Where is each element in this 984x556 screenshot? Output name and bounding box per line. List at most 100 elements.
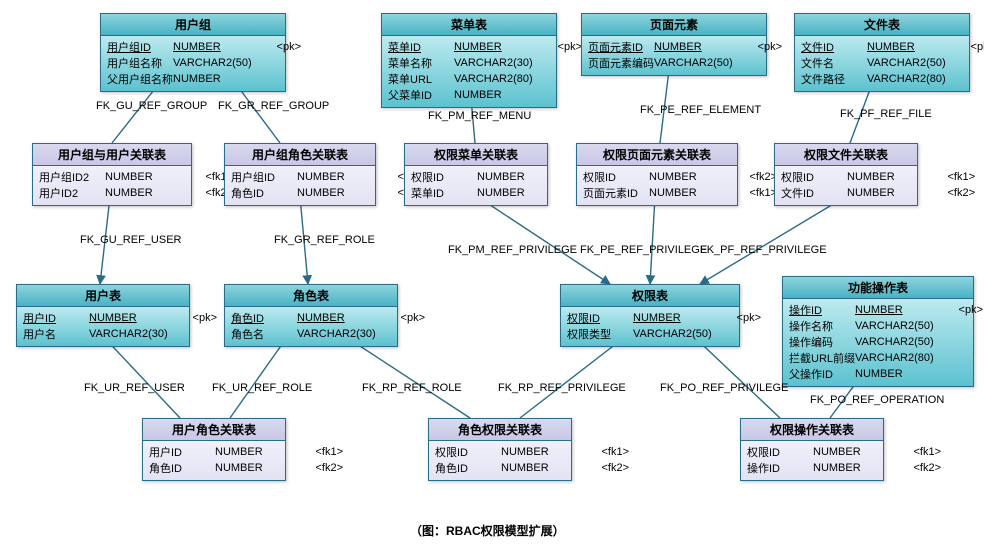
entity-body: 文件IDNUMBER<pk>文件名VARCHAR2(50)文件路径VARCHAR… [795, 36, 969, 91]
edge-label: FK_PE_REF_PRIVILEGE [580, 244, 707, 256]
column-name: 用户ID [23, 310, 83, 326]
column-type: NUMBER [173, 73, 263, 85]
column-row: 用户组名称VARCHAR2(50) [107, 55, 279, 71]
column-type: NUMBER [454, 89, 544, 101]
column-row: 用户组IDNUMBER<pk> [107, 39, 279, 55]
column-row: 父用户组名称NUMBER [107, 71, 279, 87]
column-type: VARCHAR2(30) [454, 57, 544, 69]
column-row: 页面元素编码 VARCHAR2(50) [588, 55, 760, 71]
column-row: 菜单名称VARCHAR2(30) [388, 55, 550, 71]
edge-label: FK_UR_REF_USER [84, 382, 185, 394]
column-type: VARCHAR2(50) [855, 336, 945, 348]
edge-label: FK_PE_REF_ELEMENT [640, 104, 761, 116]
entity-body: 用户IDNUMBER<pk>用户名VARCHAR2(30) [17, 307, 189, 346]
column-row: 操作编码 VARCHAR2(50) [789, 334, 967, 350]
column-row: 页面元素IDNUMBER<fk1> [583, 185, 731, 201]
column-row: 操作IDNUMBER<pk> [789, 302, 967, 318]
column-key: <pk> [185, 312, 217, 324]
entity-title: 权限文件关联表 [775, 144, 917, 166]
entity-body: 角色IDNUMBER<pk>角色名VARCHAR2(30) [225, 307, 397, 346]
column-name: 用户组ID [107, 39, 167, 55]
column-type: NUMBER [867, 41, 957, 53]
entity-body: 页面元素IDNUMBER<pk>页面元素编码VARCHAR2(50) [582, 36, 766, 75]
column-row: 文件IDNUMBER<fk2> [781, 185, 911, 201]
entity-gu: 用户组与用户关联表用户组ID2NUMBER<fk1>用户ID2NUMBER<fk… [32, 143, 192, 206]
column-key: <fk1> [745, 187, 777, 199]
edge-label: FK_GU_REF_USER [80, 234, 181, 246]
column-type: NUMBER [454, 41, 544, 53]
column-row: 用户IDNUMBER<fk1> [149, 444, 279, 460]
column-name: 页面元素ID [588, 39, 648, 55]
column-name: 用户ID2 [39, 185, 99, 201]
entity-title: 用户组与用户关联表 [33, 144, 191, 166]
column-name: 父操作ID [789, 366, 849, 382]
column-type: NUMBER [654, 41, 744, 53]
entity-title: 权限页面元素关联表 [577, 144, 737, 166]
entity-body: 菜单IDNUMBER<pk>菜单名称VARCHAR2(30)菜单URLVARCH… [382, 36, 556, 107]
column-row: 父菜单IDNUMBER [388, 87, 550, 103]
entity-body: 权限IDNUMBER<fk1>文件IDNUMBER<fk2> [775, 166, 917, 205]
entity-body: 权限IDNUMBER<fk2>菜单IDNUMBER<fk1> [405, 166, 547, 205]
column-key: <fk1> [597, 446, 629, 458]
entity-role: 角色表角色IDNUMBER<pk>角色名VARCHAR2(30) [224, 284, 398, 347]
column-type: NUMBER [173, 41, 263, 53]
column-type: NUMBER [501, 462, 591, 474]
entity-po: 权限操作关联表权限IDNUMBER<fk1>操作IDNUMBER<fk2> [740, 418, 884, 481]
column-name: 页面元素编码 [588, 55, 648, 71]
entity-title: 页面元素 [582, 14, 766, 36]
entity-title: 权限表 [561, 285, 739, 307]
column-name: 角色名 [231, 326, 291, 342]
entity-menu: 菜单表菜单IDNUMBER<pk>菜单名称VARCHAR2(30)菜单URLVA… [381, 13, 557, 108]
entity-file: 文件表文件IDNUMBER<pk>文件名VARCHAR2(50)文件路径VARC… [794, 13, 970, 92]
column-type: NUMBER [297, 312, 387, 324]
column-key: <fk1> [311, 446, 343, 458]
column-type: VARCHAR2(50) [855, 320, 945, 332]
column-type: NUMBER [847, 187, 937, 199]
entity-user: 用户表用户IDNUMBER<pk>用户名VARCHAR2(30) [16, 284, 190, 347]
column-name: 操作编码 [789, 334, 849, 350]
column-row: 页面元素IDNUMBER<pk> [588, 39, 760, 55]
column-type: VARCHAR2(30) [89, 328, 179, 340]
entity-ur: 用户角色关联表用户IDNUMBER<fk1>角色IDNUMBER<fk2> [142, 418, 286, 481]
column-row: 权限IDNUMBER<fk2> [583, 169, 731, 185]
column-name: 权限ID [781, 169, 841, 185]
entity-body: 用户组ID2NUMBER<fk1>用户ID2NUMBER<fk2> [33, 166, 191, 205]
column-name: 权限ID [411, 169, 471, 185]
column-name: 角色ID [435, 460, 495, 476]
edge-label: FK_PF_REF_FILE [840, 108, 932, 120]
column-name: 页面元素ID [583, 185, 643, 201]
column-key: <pk> [393, 312, 425, 324]
column-type: NUMBER [477, 171, 567, 183]
entity-title: 用户组 [101, 14, 285, 36]
column-type: NUMBER [89, 312, 179, 324]
edge-line [700, 197, 845, 284]
column-type: NUMBER [297, 171, 387, 183]
column-row: 权限类型VARCHAR2(50) [567, 326, 733, 342]
column-name: 用户名 [23, 326, 83, 342]
column-type: NUMBER [855, 304, 945, 316]
edge-label: FK_PO_REF_OPERATION [810, 394, 944, 406]
entity-title: 角色权限关联表 [429, 419, 571, 441]
column-row: 父操作IDNUMBER [789, 366, 967, 382]
column-name: 用户ID [149, 444, 209, 460]
edge-label: FK_PM_REF_MENU [428, 110, 531, 122]
column-type: NUMBER [297, 187, 387, 199]
entity-pageelem: 页面元素页面元素IDNUMBER<pk>页面元素编码VARCHAR2(50) [581, 13, 767, 76]
column-name: 权限ID [583, 169, 643, 185]
edge-line [650, 197, 655, 284]
column-type: VARCHAR2(50) [654, 57, 744, 69]
column-name: 权限ID [567, 310, 627, 326]
edge-label: FK_RP_REF_ROLE [362, 382, 462, 394]
diagram-caption: （图：RBAC权限模型扩展） [410, 522, 565, 539]
column-row: 权限IDNUMBER<fk1> [435, 444, 565, 460]
entity-title: 权限菜单关联表 [405, 144, 547, 166]
column-name: 文件ID [781, 185, 841, 201]
entity-title: 权限操作关联表 [741, 419, 883, 441]
column-type: NUMBER [847, 171, 937, 183]
column-row: 操作IDNUMBER<fk2> [747, 460, 877, 476]
column-type: VARCHAR2(50) [173, 57, 263, 69]
column-type: NUMBER [477, 187, 567, 199]
column-key: <pk> [550, 41, 582, 53]
column-type: VARCHAR2(50) [867, 57, 957, 69]
column-name: 角色ID [231, 310, 291, 326]
